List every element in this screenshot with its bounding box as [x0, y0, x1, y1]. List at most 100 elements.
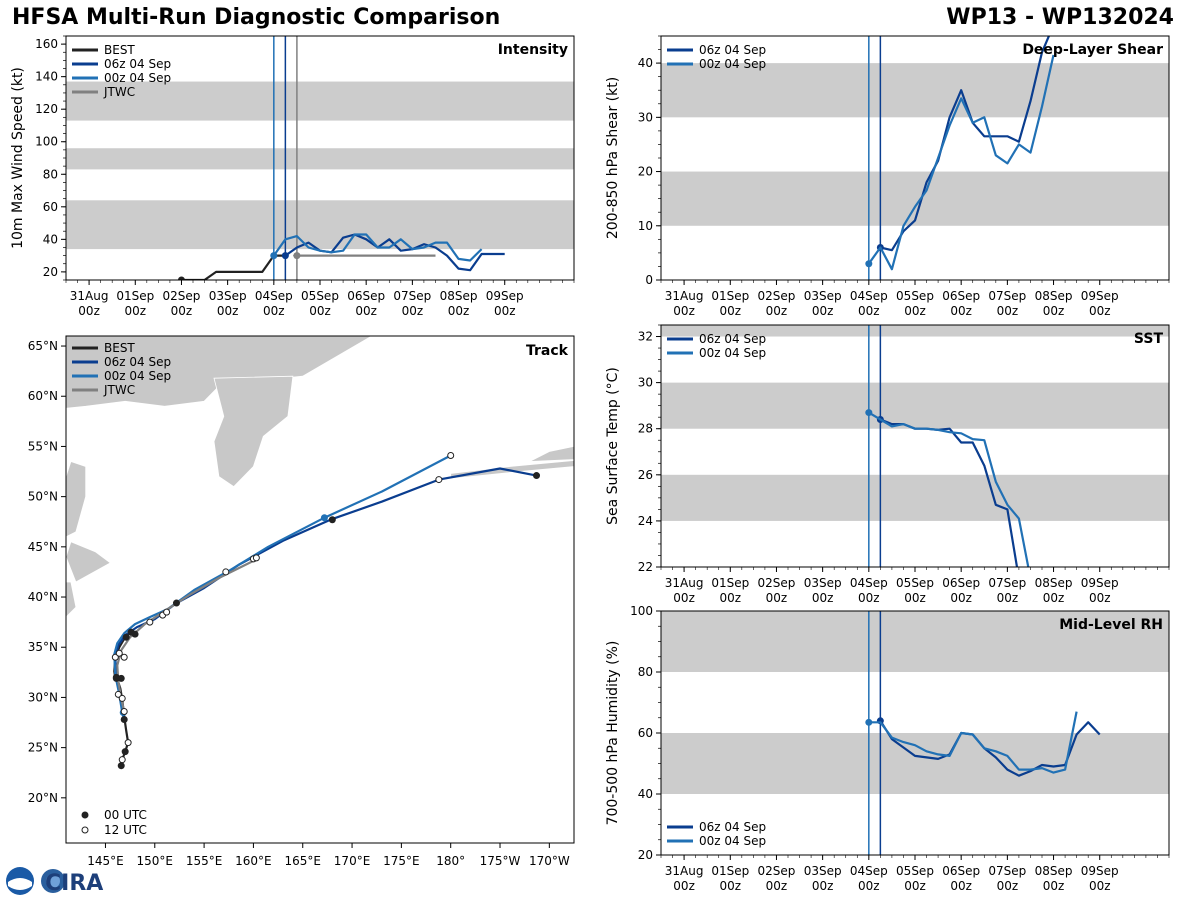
- intensity-start-point-00z-04-sep: [270, 252, 278, 260]
- track-legend-label-best: BEST: [104, 341, 135, 355]
- intensity-series-best: [181, 254, 286, 280]
- sst-xtick-label-hour: 00z: [950, 591, 972, 605]
- track-marker-12utc: [163, 608, 171, 616]
- rh-xtick-label-hour: 00z: [719, 879, 741, 893]
- track-ytick-label: 30°N: [28, 690, 58, 704]
- track-marker-12utc: [435, 476, 443, 484]
- intensity-xtick-label: 04Sep: [255, 289, 293, 303]
- track-xtick-label: 170°E: [334, 854, 371, 868]
- shear-xtick-label: 07Sep: [988, 289, 1026, 303]
- shear-xtick-label-hour: 00z: [858, 304, 880, 318]
- track-marker-12utc: [222, 568, 230, 576]
- shear-legend-label-06z-04-sep: 06z 04 Sep: [699, 43, 766, 57]
- shear-series-00z-04-sep: [867, 54, 1055, 271]
- sst-start-point-00z-04-sep: [865, 409, 873, 417]
- track-marker-12utc: [115, 649, 123, 657]
- intensity-xtick-label-hour: 00z: [355, 304, 377, 318]
- track-marker-00utc: [131, 630, 139, 638]
- track-legend-label-00z-04-sep: 00z 04 Sep: [104, 369, 171, 383]
- track-marker-12utc: [118, 756, 126, 764]
- sst-xtick-label-hour: 00z: [1089, 591, 1111, 605]
- track-marker-00utc: [117, 762, 125, 770]
- intensity-xtick-label: 31Aug: [70, 289, 109, 303]
- shear-xtick-label: 06Sep: [942, 289, 980, 303]
- track-marker-00utc: [122, 633, 130, 641]
- shear-panel: 01020304031Aug00z01Sep00z02Sep00z03Sep00…: [605, 35, 1170, 318]
- intensity-jtwc-marker: [292, 251, 301, 260]
- legend-12utc-marker: [81, 826, 89, 834]
- sst-xtick-label: 31Aug: [665, 576, 704, 590]
- land-unimak-area: [529, 445, 574, 462]
- track-panel: 145°E 150°E 155°E 160°E 165°E 170°E 175°E 180° 1…: [28, 335, 575, 868]
- track-marker-00utc: [112, 673, 120, 681]
- rh-xtick-label: 01Sep: [711, 864, 749, 878]
- rh-xtick-label-hour: 00z: [858, 879, 880, 893]
- shear-ytick-label: 40: [638, 56, 653, 70]
- rh-xtick-label-hour: 00z: [997, 879, 1019, 893]
- shear-xtick-label: 04Sep: [850, 289, 888, 303]
- rh-shaded-band: [661, 611, 1169, 672]
- sst-xtick-label: 06Sep: [942, 576, 980, 590]
- intensity-ylabel: 10m Max Wind Speed (kt): [10, 67, 26, 249]
- track-xtick-label: 175°W: [480, 854, 521, 868]
- sst-ylabel: Sea Surface Temp (°C): [605, 367, 621, 525]
- rh-legend-label-00z-04-sep: 00z 04 Sep: [699, 834, 766, 848]
- intensity-shaded-band: [66, 148, 574, 170]
- intensity-xtick-label: 09Sep: [486, 289, 524, 303]
- track-ytick-label: 25°N: [28, 741, 58, 755]
- shear-plot-area: [661, 36, 1169, 280]
- track-ytick-label: 35°N: [28, 640, 58, 654]
- storm-id-title: WP13 - WP132024: [946, 5, 1174, 30]
- shear-start-point-00z-04-sep: [865, 260, 873, 268]
- intensity-series-00z-04-sep: [272, 233, 483, 262]
- shear-panel-title: Deep-Layer Shear: [1022, 42, 1163, 58]
- rh-ylabel: 700-500 hPa Humidity (%): [605, 641, 621, 826]
- track-xtick-label: 175°E: [383, 854, 420, 868]
- sst-xtick-label: 05Sep: [896, 576, 934, 590]
- intensity-shaded-band: [66, 81, 574, 121]
- shear-series-06z-04-sep: [880, 36, 1051, 252]
- globe-logo-inner: [46, 874, 60, 888]
- shear-xtick-label-hour: 00z: [1043, 304, 1065, 318]
- sst-series-00z-04-sep: [868, 411, 1030, 567]
- shear-xtick-label: 09Sep: [1081, 289, 1119, 303]
- track-marker-00utc: [120, 716, 128, 724]
- sst-xtick-label-hour: 00z: [1043, 591, 1065, 605]
- shear-xtick-label-hour: 00z: [719, 304, 741, 318]
- track-legend-label-jtwc: JTWC: [103, 383, 135, 397]
- intensity-plot-area: [66, 36, 574, 280]
- intensity-xtick-label-hour: 00z: [402, 304, 424, 318]
- intensity-legend-label-00z-04-sep: 00z 04 Sep: [104, 71, 171, 85]
- track-line-06z-04-sep: [114, 467, 537, 720]
- shear-xtick-label: 31Aug: [665, 289, 704, 303]
- sst-shaded-band: [661, 325, 1169, 337]
- shear-xtick-label: 05Sep: [896, 289, 934, 303]
- track-legend-label-06z-04-sep: 06z 04 Sep: [104, 355, 171, 369]
- shear-ytick-label: 30: [638, 110, 653, 124]
- shear-ytick-label: 0: [645, 273, 653, 287]
- sst-xtick-label-hour: 00z: [904, 591, 926, 605]
- rh-panel: 2040608010031Aug00z01Sep00z02Sep00z03Sep…: [605, 604, 1170, 893]
- intensity-xtick-label-hour: 00z: [494, 304, 516, 318]
- intensity-xtick-label: 03Sep: [209, 289, 247, 303]
- sst-ytick-label: 32: [638, 330, 653, 344]
- intensity-xtick-label: 01Sep: [116, 289, 154, 303]
- intensity-xtick-label: 02Sep: [163, 289, 201, 303]
- track-ytick-label: 60°N: [28, 389, 58, 403]
- sst-shaded-band: [661, 474, 1169, 521]
- rh-xtick-label-hour: 00z: [950, 879, 972, 893]
- rh-ytick-label: 40: [638, 787, 653, 801]
- shear-xtick-label-hour: 00z: [766, 304, 788, 318]
- rh-xtick-label: 02Sep: [758, 864, 796, 878]
- intensity-xtick-label: 06Sep: [347, 289, 385, 303]
- track-marker-12utc: [146, 618, 154, 626]
- intensity-xtick-label-hour: 00z: [263, 304, 285, 318]
- land-aleutian-islands: [450, 460, 574, 480]
- shear-xtick-label: 03Sep: [804, 289, 842, 303]
- land-hokkaido: [66, 541, 112, 583]
- rh-shaded-band: [661, 733, 1169, 794]
- shear-xtick-label-hour: 00z: [997, 304, 1019, 318]
- sst-xtick-label: 08Sep: [1035, 576, 1073, 590]
- legend-00utc-label: 00 UTC: [104, 808, 147, 822]
